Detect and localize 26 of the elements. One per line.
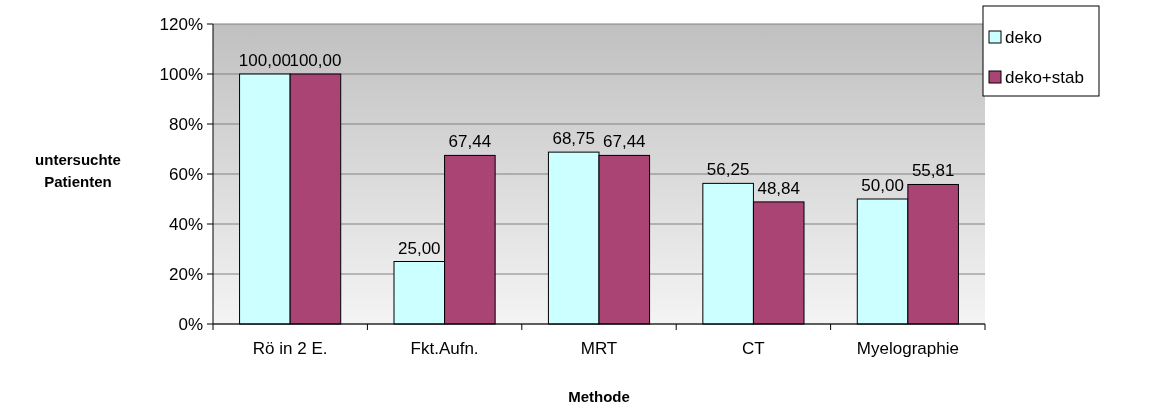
data-label: 67,44	[448, 132, 492, 152]
x-tick-label: Fkt.Aufn.	[410, 339, 479, 358]
x-axis-title: Methode	[568, 388, 630, 405]
data-label: 55,81	[911, 161, 955, 181]
x-tick-label: Rö in 2 E.	[252, 339, 328, 358]
y-tick-label: 40%	[168, 214, 203, 234]
data-label: 48,84	[757, 178, 800, 198]
x-tick-label: CT	[742, 339, 765, 358]
y-tick-label: 60%	[168, 164, 203, 184]
y-tick-label: 80%	[168, 114, 203, 134]
data-label: 68,75	[552, 129, 595, 149]
y-tick-label: 0%	[178, 314, 203, 334]
data-label: 56,25	[706, 160, 750, 180]
data-label: 100,00	[238, 51, 291, 70]
legend-label: deko	[1005, 27, 1042, 47]
y-tick-label: 120%	[159, 14, 203, 34]
data-label: 25,00	[398, 238, 441, 258]
legend-label: deko+stab	[1005, 67, 1084, 87]
x-tick-label: Myelographie	[856, 339, 959, 358]
y-axis-title: untersuchte Patienten	[35, 151, 121, 190]
data-label: 50,00	[861, 176, 904, 195]
data-label: 67,44	[603, 132, 646, 152]
y-tick-label: 100%	[159, 64, 203, 84]
data-label: 100,00	[289, 51, 342, 70]
y-tick-label: 20%	[168, 264, 203, 284]
x-tick-label: MRT	[580, 339, 618, 358]
